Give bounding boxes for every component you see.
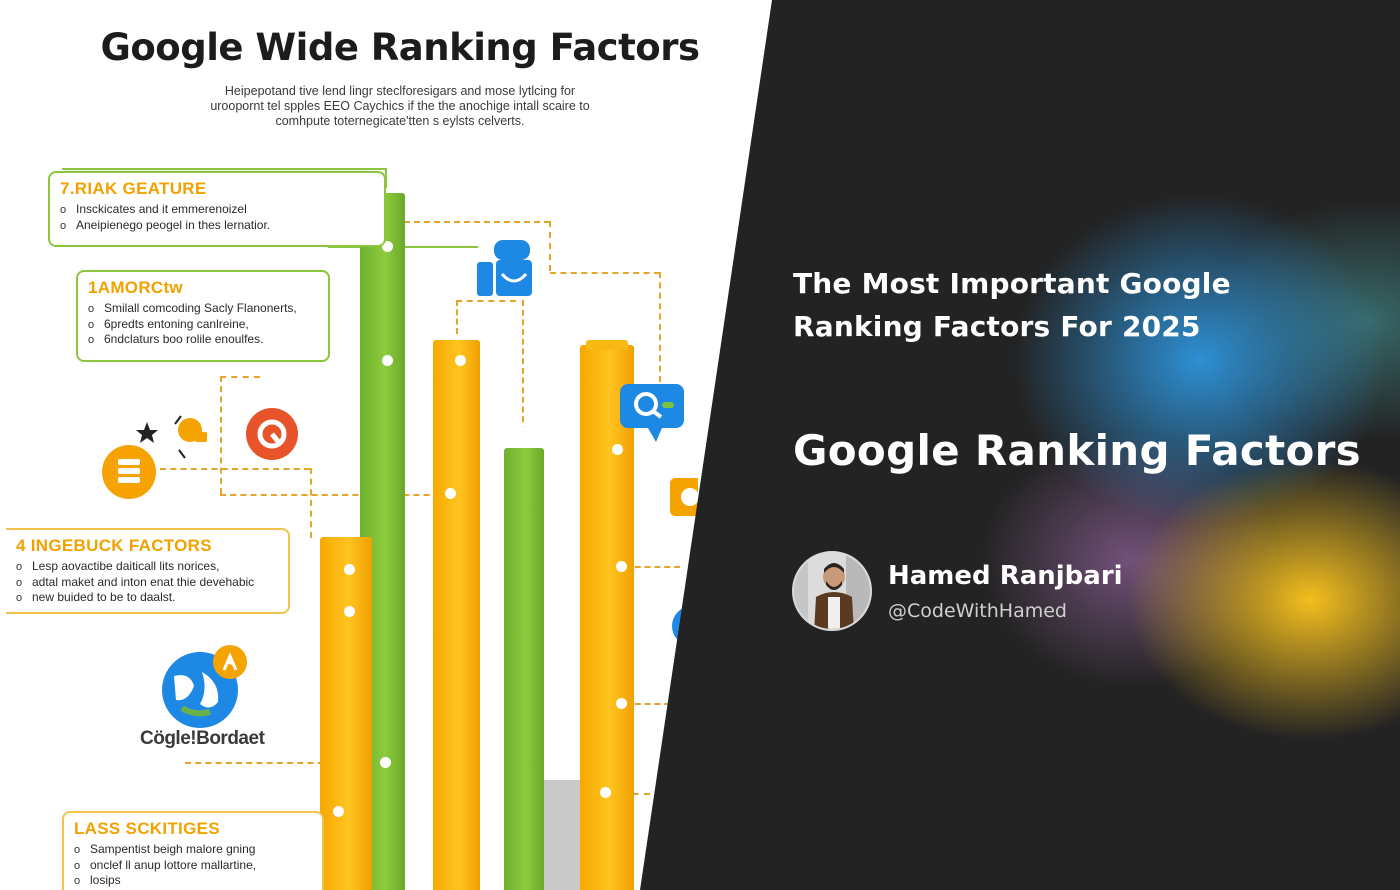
callout-item: Sampentist beigh malore gning	[74, 842, 312, 858]
subtitle-line: Heipepotand tive lend lingr steclforesig…	[224, 84, 576, 98]
bar-marker	[344, 564, 355, 575]
callout-list: Sampentist beigh malore gning onclef ll …	[74, 842, 312, 889]
callout-scktiges: LASS SCKITIGES Sampentist beigh malore g…	[62, 811, 324, 890]
connector-line	[625, 703, 680, 705]
bar-marker	[344, 606, 355, 617]
bar-marker	[455, 355, 466, 366]
bar-marker	[380, 757, 391, 768]
callout-title: 7.RIAK GEATURE	[60, 179, 207, 198]
subtitle-line: comhpute toternegicate'tten s eylsts cel…	[275, 114, 525, 128]
connector-line	[220, 494, 450, 496]
callout-item: adtal maket and inton enat thie devehabi…	[16, 575, 278, 591]
infographic-subtitle: Heipepotand tive lend lingr steclforesig…	[190, 84, 610, 129]
callout-list: Insckicates and it emmerenoizel Aneipien…	[60, 202, 374, 233]
bar-cap	[586, 340, 628, 350]
callout-item: losips	[74, 873, 312, 889]
callout-item: Lesp aovactibe daiticall lits norices,	[16, 559, 278, 575]
connector-line	[625, 566, 680, 568]
callout-title: 4 INGEBUCK FACTORS	[16, 536, 212, 555]
globe-icon	[162, 645, 247, 728]
connector-line	[62, 168, 387, 170]
callout-title: 1AMORCtw	[88, 278, 183, 297]
connector-line	[385, 168, 387, 188]
bar-marker	[333, 806, 344, 817]
person-photo-icon	[794, 553, 870, 629]
callout-factors: 4 INGEBUCK FACTORS Lesp aovactibe daitic…	[6, 528, 290, 614]
connector-line	[220, 376, 260, 378]
subtitle-line: uroopornt tel spples EEO Caychics if the…	[210, 99, 590, 113]
connector-line	[522, 300, 524, 432]
callout-item: 6predts entoning canlreine,	[88, 317, 318, 333]
headline: The Most Important Google Ranking Factor…	[793, 262, 1353, 348]
rocket-icon	[136, 415, 207, 459]
callout-morc: 1AMORCtw Smilall comcoding Sacly Flanone…	[76, 270, 330, 362]
bar-marker	[516, 426, 527, 437]
infographic-title: Google Wide Ranking Factors	[100, 26, 701, 69]
connector-line	[404, 221, 550, 223]
database-icon	[102, 445, 156, 499]
callout-item: Smilall comcoding Sacly Flanonerts,	[88, 301, 318, 317]
callout-item: new buided to be to daalst.	[16, 590, 278, 606]
author-name: Hamed Ranjbari	[888, 561, 1123, 591]
chart-bar	[504, 448, 544, 890]
callout-feature: 7.RIAK GEATURE Insckicates and it emmere…	[48, 171, 386, 247]
chart-bar	[433, 340, 480, 890]
callout-item: 6ndclaturs boo rolile enoulfes.	[88, 332, 318, 348]
connector-line	[220, 376, 222, 494]
refresh-icon	[246, 408, 298, 460]
camera-icon	[670, 478, 698, 516]
bar-marker	[382, 241, 393, 252]
headline-line: The Most Important Google	[793, 267, 1231, 300]
author-handle: @CodeWithHamed	[888, 600, 1067, 622]
brand-label: Cögle!Bordaet	[140, 728, 265, 749]
connector-line	[550, 272, 660, 274]
headline-line: Ranking Factors For 2025	[793, 310, 1201, 343]
connector-line	[456, 300, 516, 302]
chart-bar	[320, 537, 372, 890]
connector-line	[160, 468, 310, 470]
connector-line	[456, 300, 458, 334]
callout-list: Lesp aovactibe daiticall lits norices, a…	[16, 559, 278, 606]
callout-list: Smilall comcoding Sacly Flanonerts, 6pre…	[88, 301, 318, 348]
bar-marker	[616, 561, 627, 572]
connector-line	[659, 272, 661, 382]
search-chat-icon	[620, 384, 684, 442]
bar-marker	[616, 698, 627, 709]
bar-marker	[600, 787, 611, 798]
callout-item: onclef ll anup lottore mallartine,	[74, 858, 312, 874]
chart-bar	[542, 780, 582, 890]
callout-item: Insckicates and it emmerenoizel	[60, 202, 374, 218]
callout-item: Aneipienego peogel in thes lernatior.	[60, 218, 374, 234]
bar-marker	[382, 355, 393, 366]
main-title: Google Ranking Factors	[793, 426, 1361, 475]
chart-bar	[580, 345, 634, 890]
connector-line	[549, 221, 551, 271]
user-icon	[477, 240, 532, 296]
connector-line	[185, 762, 385, 764]
connector-line	[310, 468, 312, 538]
callout-title: LASS SCKITIGES	[74, 819, 220, 838]
bar-marker	[445, 488, 456, 499]
avatar	[792, 551, 872, 631]
bar-marker	[612, 444, 623, 455]
